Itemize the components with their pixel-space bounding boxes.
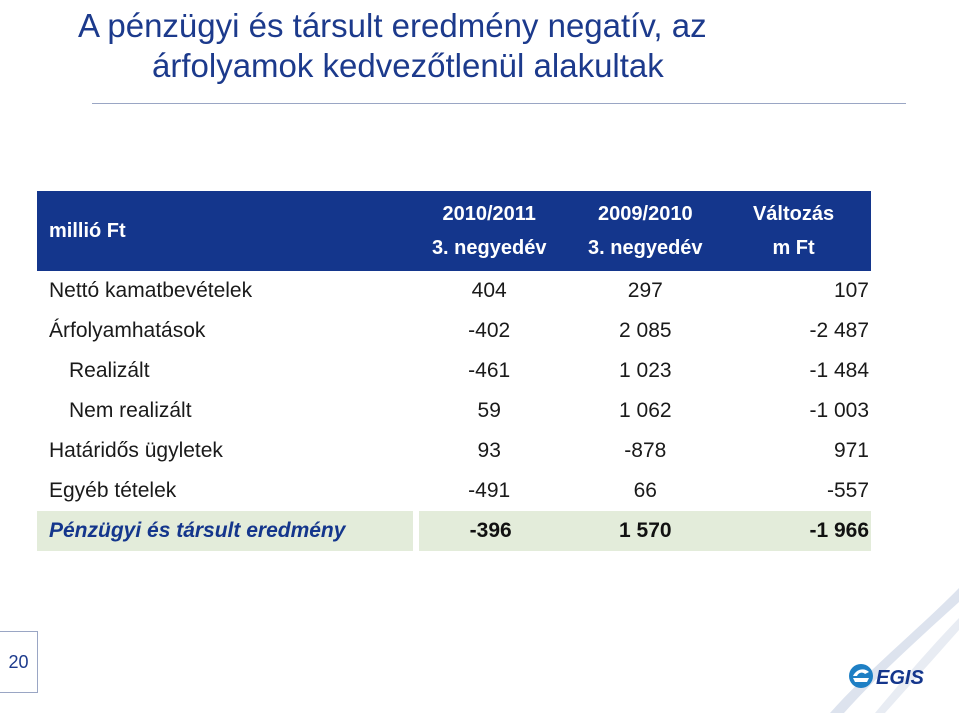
decorative-swoosh <box>830 588 959 713</box>
value-2009-2010: 66 <box>633 479 657 502</box>
value-2010-2011: -491 <box>468 479 511 502</box>
value-2010-2011: -402 <box>468 319 511 342</box>
row-label: Realizált <box>69 359 150 382</box>
period-2010-2011-header: 2010/2011 3. negyedév <box>416 191 563 271</box>
page-number: 20 <box>0 631 38 693</box>
value-change: -2 487 <box>809 319 869 342</box>
slide-title-line-1: A pénzügyi és társult eredmény negatív, … <box>78 7 707 44</box>
row-label: Nettó kamatbevételek <box>49 279 253 302</box>
total-value-change: -1 966 <box>728 511 871 551</box>
table-row: Árfolyamhatások -402 2 085 -2 487 <box>37 311 871 351</box>
table-row: Határidős ügyletek 93 -878 971 <box>37 431 871 471</box>
table-row: Egyéb tételek -491 66 -557 <box>37 471 871 511</box>
value-change: -557 <box>826 479 869 502</box>
table-row: Realizált -461 1 023 -1 484 <box>37 351 871 391</box>
period-2009-2010-year: 2009/2010 <box>598 203 693 225</box>
row-label: Árfolyamhatások <box>49 319 206 342</box>
total-value-2009-2010: 1 570 <box>562 511 729 551</box>
value-2010-2011: 59 <box>477 399 501 422</box>
period-2009-2010-quarter: 3. negyedév <box>588 237 703 259</box>
financial-results-table: millió Ft 2010/2011 3. negyedév 2009/201… <box>37 191 871 551</box>
total-row: Pénzügyi és társult eredmény -396 1 570 … <box>37 511 871 551</box>
total-value-2010-2011: -396 <box>415 511 563 551</box>
slide-title-line-2: árfolyamok kedvezőtlenül alakultak <box>152 47 664 84</box>
value-change: 107 <box>833 279 869 302</box>
period-2009-2010-header: 2009/2010 3. negyedév <box>563 191 729 271</box>
svg-text:EGIS: EGIS <box>876 667 924 689</box>
value-2009-2010: -878 <box>624 439 667 462</box>
value-change: -1 003 <box>809 399 869 422</box>
period-2010-2011-quarter: 3. negyedév <box>431 237 547 259</box>
value-2009-2010: 1 062 <box>619 399 672 422</box>
change-header-unit: m Ft <box>772 237 815 259</box>
value-2010-2011: 93 <box>477 439 501 462</box>
change-header: Változás m Ft <box>728 191 871 271</box>
change-header-label: Változás <box>752 203 835 225</box>
slide-title: A pénzügyi és társult eredmény negatív, … <box>78 6 918 86</box>
total-row-label: Pénzügyi és társult eredmény <box>37 511 419 551</box>
value-2009-2010: 2 085 <box>619 319 672 342</box>
row-label: Egyéb tételek <box>49 479 177 502</box>
period-2010-2011-year: 2010/2011 <box>442 203 536 225</box>
egis-logo: EGIS <box>849 664 924 689</box>
row-label: Határidős ügyletek <box>49 439 223 462</box>
value-change: 971 <box>833 439 869 462</box>
table-header-row: millió Ft 2010/2011 3. negyedév 2009/201… <box>37 191 871 271</box>
value-change: -1 484 <box>809 359 869 382</box>
row-label: Nem realizált <box>69 399 192 422</box>
table-row: Nem realizált 59 1 062 -1 003 <box>37 391 871 431</box>
table-row: Nettó kamatbevételek 404 297 107 <box>37 271 871 311</box>
title-divider <box>92 103 906 104</box>
value-2009-2010: 297 <box>627 279 663 302</box>
unit-header: millió Ft <box>49 219 126 242</box>
value-2010-2011: 404 <box>471 279 507 302</box>
value-2010-2011: -461 <box>468 359 511 382</box>
value-2009-2010: 1 023 <box>619 359 672 382</box>
